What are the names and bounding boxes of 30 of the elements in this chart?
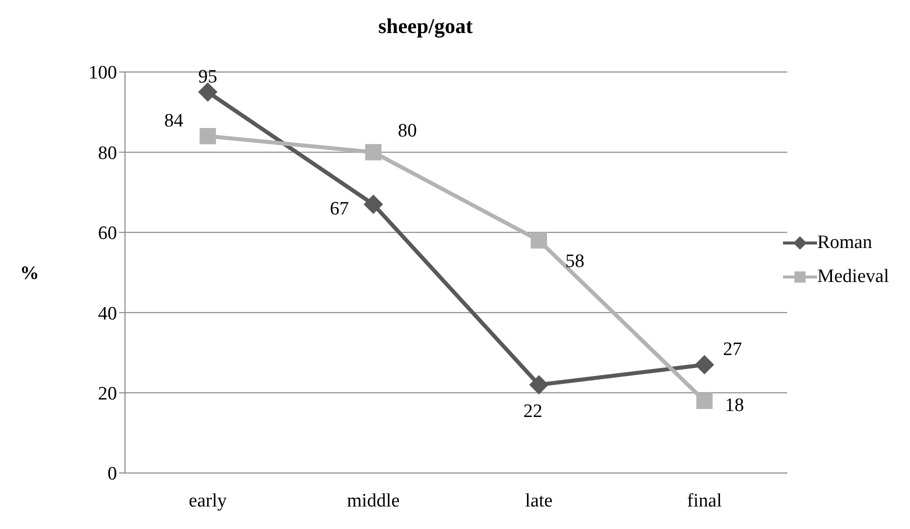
point: [696, 392, 713, 409]
data-label: 18: [724, 395, 744, 416]
legend-label: Medieval: [817, 266, 889, 288]
point: [364, 194, 383, 214]
point: [365, 144, 382, 160]
y-tick-label: 80: [98, 142, 117, 164]
y-tick-label: 60: [98, 223, 117, 244]
data-label: 58: [565, 250, 584, 272]
y-axis-title: %: [20, 263, 39, 284]
x-tick-label: late: [525, 490, 553, 512]
data-label: 80: [398, 120, 417, 142]
chart-title: sheep/goat: [377, 14, 474, 39]
y-tick-label: 40: [98, 303, 117, 324]
data-label: 84: [164, 110, 184, 132]
legend-label: Roman: [817, 232, 872, 254]
data-label: 27: [722, 339, 742, 360]
data-label: 22: [523, 401, 542, 422]
y-tick-label: 0: [108, 464, 117, 485]
x-tick-label: final: [687, 490, 722, 512]
point: [694, 355, 714, 374]
point: [200, 128, 216, 144]
data-label: 67: [330, 198, 349, 220]
point: [198, 82, 218, 102]
data-label: 95: [198, 66, 218, 88]
point: [530, 232, 548, 249]
y-tick-label: 100: [88, 62, 117, 84]
y-tick-label: 20: [98, 384, 117, 405]
point: [529, 375, 548, 394]
x-tick-label: early: [188, 490, 228, 512]
x-tick-label: middle: [346, 490, 400, 512]
